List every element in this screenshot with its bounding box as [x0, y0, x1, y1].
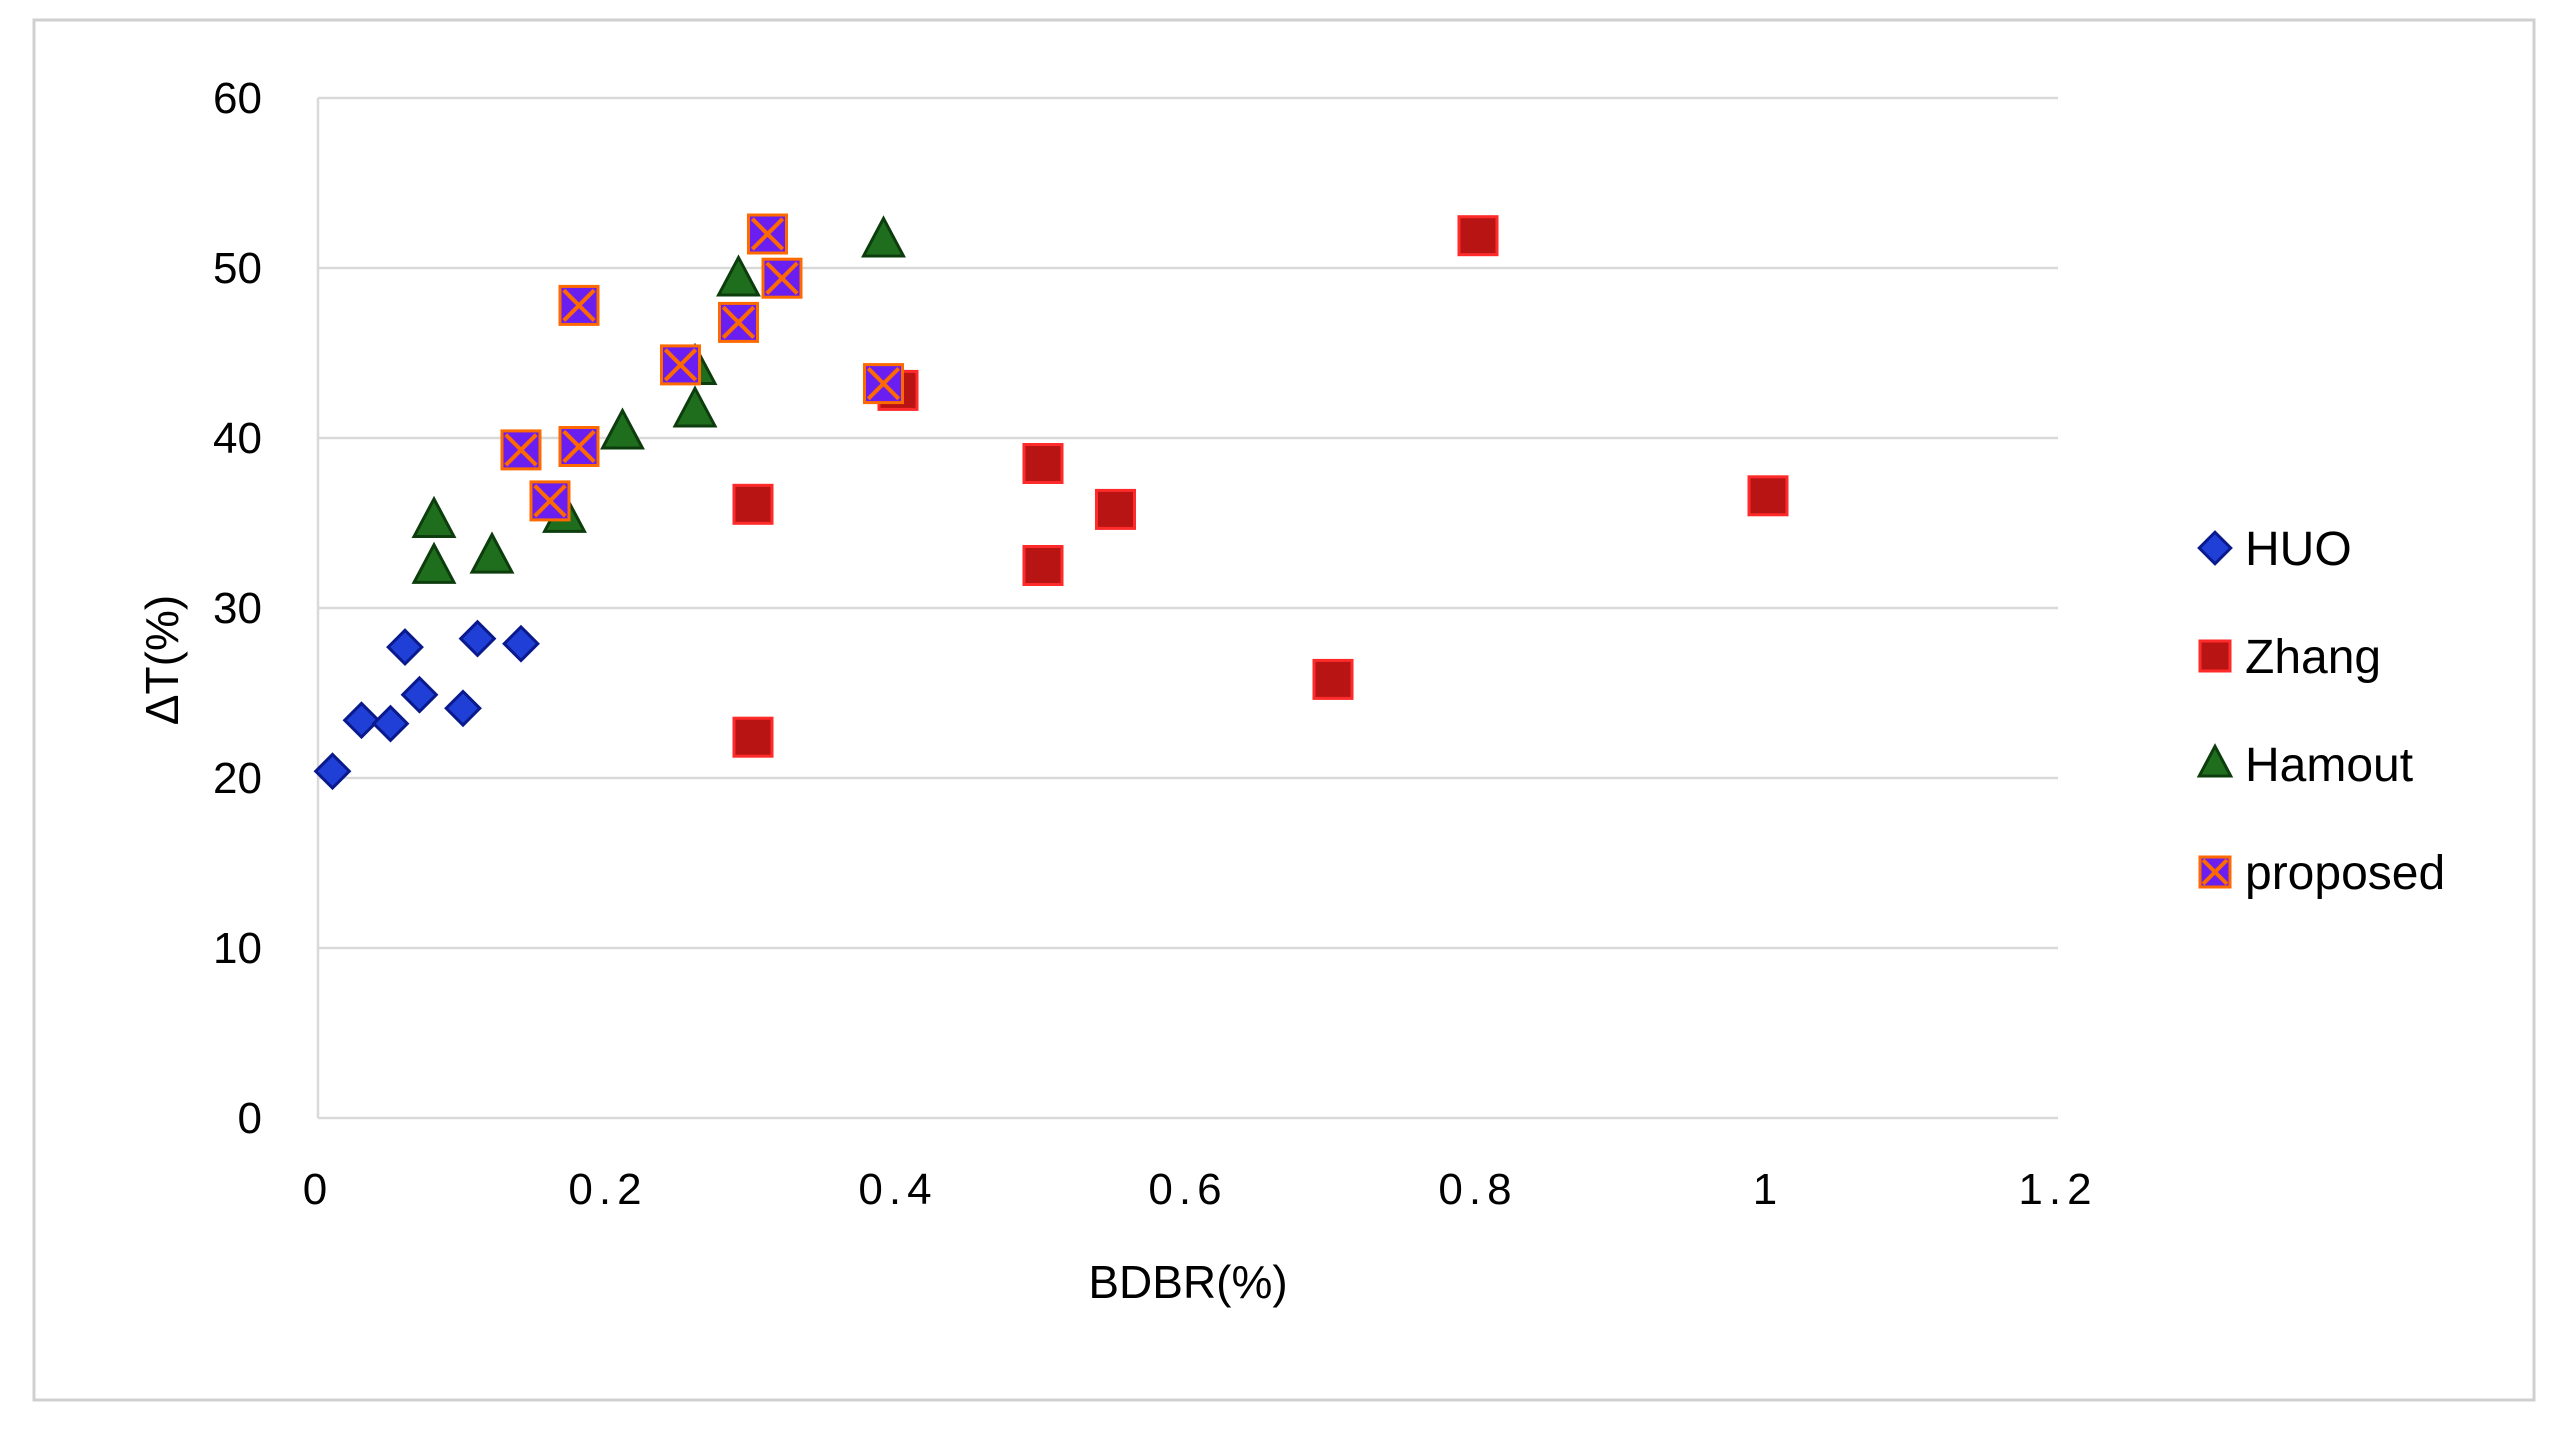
y-tick-label: 60	[213, 74, 262, 123]
legend-item-zhang: Zhang	[2198, 631, 2381, 684]
data-point-hamout	[411, 495, 457, 538]
data-point-proposed	[747, 213, 788, 255]
legend-marker-huo	[2197, 530, 2233, 566]
legend-marker-zhang	[2198, 639, 2232, 673]
legend: HUO Zhang Hamout proposed	[2196, 523, 2445, 900]
y-axis-ticks: 0 10 20 30 40 50 60	[213, 74, 262, 1143]
data-point-zhang	[1095, 488, 1136, 530]
series-proposed	[500, 213, 904, 522]
data-point-zhang	[732, 716, 774, 758]
series-huo	[313, 619, 540, 791]
data-point-zhang	[1457, 215, 1499, 257]
x-tick-label: 0.2	[568, 1165, 647, 1214]
x-tick-label: 0	[303, 1165, 333, 1214]
data-point-zhang	[1312, 658, 1354, 700]
legend-item-proposed: proposed	[2198, 847, 2445, 900]
data-point-proposed	[529, 480, 571, 522]
x-tick-label: 1.2	[2018, 1165, 2097, 1214]
legend-label: proposed	[2245, 847, 2445, 900]
data-point-proposed	[863, 363, 904, 405]
x-tick-label: 0.4	[858, 1165, 937, 1214]
legend-marker-proposed	[2198, 855, 2232, 889]
y-tick-label: 50	[213, 244, 262, 293]
data-point-huo	[444, 689, 482, 728]
y-tick-label: 40	[213, 414, 262, 463]
x-axis-ticks: 0 0.2 0.4 0.6 0.8 1 1.2	[303, 1165, 2097, 1214]
legend-label: Hamout	[2245, 739, 2413, 792]
data-point-proposed	[761, 257, 803, 299]
y-tick-label: 20	[213, 754, 262, 803]
x-tick-label: 0.6	[1148, 1165, 1227, 1214]
y-tick-label: 0	[238, 1094, 262, 1143]
data-point-hamout	[861, 215, 906, 258]
data-point-hamout	[716, 254, 761, 297]
data-point-hamout	[469, 531, 515, 574]
data-point-proposed	[718, 301, 759, 343]
data-point-huo	[313, 752, 352, 791]
data-points	[313, 213, 1789, 791]
data-point-zhang	[1022, 443, 1064, 484]
data-point-hamout	[672, 385, 718, 428]
data-point-proposed	[558, 284, 600, 326]
legend-label: HUO	[2245, 523, 2352, 576]
y-tick-label: 10	[213, 924, 262, 973]
data-point-proposed	[500, 429, 542, 471]
data-point-huo	[342, 701, 381, 740]
data-point-proposed	[558, 426, 600, 467]
data-point-huo	[400, 675, 439, 714]
legend-item-hamout: Hamout	[2196, 739, 2413, 792]
data-point-huo	[502, 624, 540, 663]
chart-border	[32, 18, 2536, 1402]
legend-marker-hamout	[2196, 743, 2234, 778]
data-point-huo	[458, 619, 497, 658]
data-point-hamout	[600, 407, 645, 450]
x-axis-title: BDBR(%)	[1088, 1256, 1287, 1308]
data-point-zhang	[1022, 545, 1064, 586]
data-point-zhang	[1747, 475, 1789, 517]
x-tick-label: 1	[1753, 1165, 1783, 1214]
data-point-hamout	[411, 541, 457, 584]
data-point-proposed	[660, 344, 701, 386]
legend-item-huo: HUO	[2197, 523, 2352, 576]
y-tick-label: 30	[213, 584, 262, 633]
x-tick-label: 0.8	[1438, 1165, 1517, 1214]
series-hamout	[411, 215, 906, 584]
legend-label: Zhang	[2245, 631, 2381, 684]
data-point-huo	[386, 628, 424, 667]
data-point-zhang	[732, 483, 774, 525]
data-point-huo	[371, 704, 410, 743]
y-axis-title: ΔT(%)	[136, 595, 188, 725]
series-zhang	[732, 215, 1789, 758]
